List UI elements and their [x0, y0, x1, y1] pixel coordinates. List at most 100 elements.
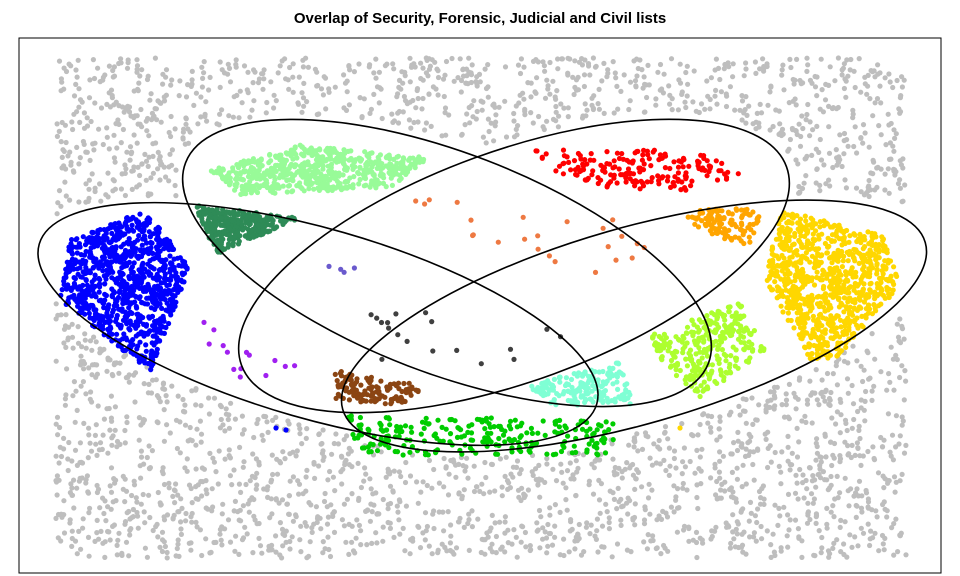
background-dot	[153, 140, 159, 146]
region-dot-5	[792, 233, 798, 239]
background-dot	[420, 95, 426, 102]
background-dot	[387, 520, 393, 526]
region-dot-0	[154, 277, 160, 283]
background-dot	[314, 83, 320, 89]
region-dot-3	[629, 160, 636, 166]
background-dot	[136, 80, 142, 86]
background-dot	[201, 466, 207, 472]
background-dot	[511, 134, 518, 140]
background-dot	[630, 472, 637, 478]
background-dot	[570, 472, 576, 478]
region-dot-0	[121, 331, 127, 337]
background-dot	[852, 452, 858, 458]
background-dot	[655, 69, 661, 75]
background-dot	[236, 551, 242, 558]
region-dot-0	[113, 280, 119, 286]
region-dot-0	[128, 300, 134, 306]
region-dot-1	[238, 159, 244, 166]
background-dot	[485, 116, 491, 122]
region-dot-0	[126, 326, 132, 332]
region-dot-3	[714, 177, 721, 183]
background-dot	[822, 398, 828, 404]
background-dot	[108, 415, 114, 421]
background-dot	[869, 69, 876, 75]
region-dot-1	[220, 166, 226, 172]
region-dot-0	[117, 288, 123, 294]
background-dot	[304, 467, 310, 473]
background-dot	[743, 94, 749, 100]
region-dot-4	[746, 234, 752, 240]
region-dot-0	[166, 247, 172, 253]
background-dot	[100, 141, 106, 148]
region-dot-2	[244, 214, 250, 220]
background-dot	[174, 445, 180, 452]
background-dot	[758, 495, 764, 501]
region-dot-0	[171, 256, 177, 262]
background-dot	[802, 413, 808, 419]
background-dot	[511, 527, 517, 533]
background-dot	[723, 103, 730, 110]
background-dot	[818, 56, 824, 62]
background-dot	[113, 360, 119, 366]
background-dot	[147, 466, 153, 472]
background-dot	[71, 505, 77, 511]
region-dot-5	[791, 241, 797, 247]
background-dot	[219, 542, 225, 548]
background-dot	[505, 486, 511, 492]
background-dot	[242, 524, 248, 530]
background-dot	[206, 87, 212, 93]
background-dot	[576, 59, 583, 65]
background-dot	[478, 549, 484, 556]
region-dot-0	[66, 269, 72, 275]
background-dot	[136, 415, 142, 421]
background-dot	[357, 95, 363, 101]
background-dot	[364, 542, 370, 548]
background-dot	[231, 467, 237, 473]
background-dot	[820, 469, 827, 475]
region-dot-1	[397, 172, 403, 178]
background-dot	[144, 454, 150, 461]
background-dot	[726, 412, 733, 418]
region-dot-4	[685, 214, 691, 220]
region-dot-2	[260, 228, 266, 234]
background-dot	[671, 509, 677, 515]
background-dot	[236, 481, 242, 487]
background-dot	[86, 425, 92, 431]
background-dot	[697, 535, 703, 541]
background-dot	[75, 324, 81, 330]
background-dot	[717, 458, 723, 464]
background-dot	[812, 477, 818, 483]
background-dot	[87, 396, 93, 402]
background-dot	[598, 481, 605, 487]
background-dot	[871, 457, 878, 463]
background-dot	[885, 166, 891, 172]
background-dot	[408, 125, 414, 131]
background-dot	[125, 57, 131, 63]
background-dot	[815, 472, 821, 478]
background-dot	[698, 468, 704, 474]
background-dot	[671, 455, 678, 462]
region-dot-0	[135, 276, 141, 282]
background-dot	[881, 547, 887, 553]
region-dot-0	[135, 343, 141, 349]
background-dot	[182, 409, 188, 415]
background-dot	[440, 76, 447, 82]
region-dot-2	[232, 233, 238, 239]
region-dot-0	[83, 264, 89, 271]
background-dot	[660, 508, 666, 514]
background-dot	[544, 461, 550, 467]
background-dot	[65, 337, 71, 343]
background-dot	[222, 428, 228, 434]
background-dot	[547, 512, 553, 518]
background-dot	[650, 533, 656, 539]
background-dot	[901, 77, 907, 83]
region-dot-5	[798, 233, 804, 239]
region-dot-3	[662, 165, 669, 171]
background-dot	[142, 520, 148, 526]
background-dot	[813, 484, 819, 490]
background-dot	[485, 62, 491, 68]
background-dot	[318, 86, 325, 92]
background-dot	[129, 149, 135, 155]
region-dot-1	[253, 173, 259, 180]
background-dot	[380, 524, 386, 530]
